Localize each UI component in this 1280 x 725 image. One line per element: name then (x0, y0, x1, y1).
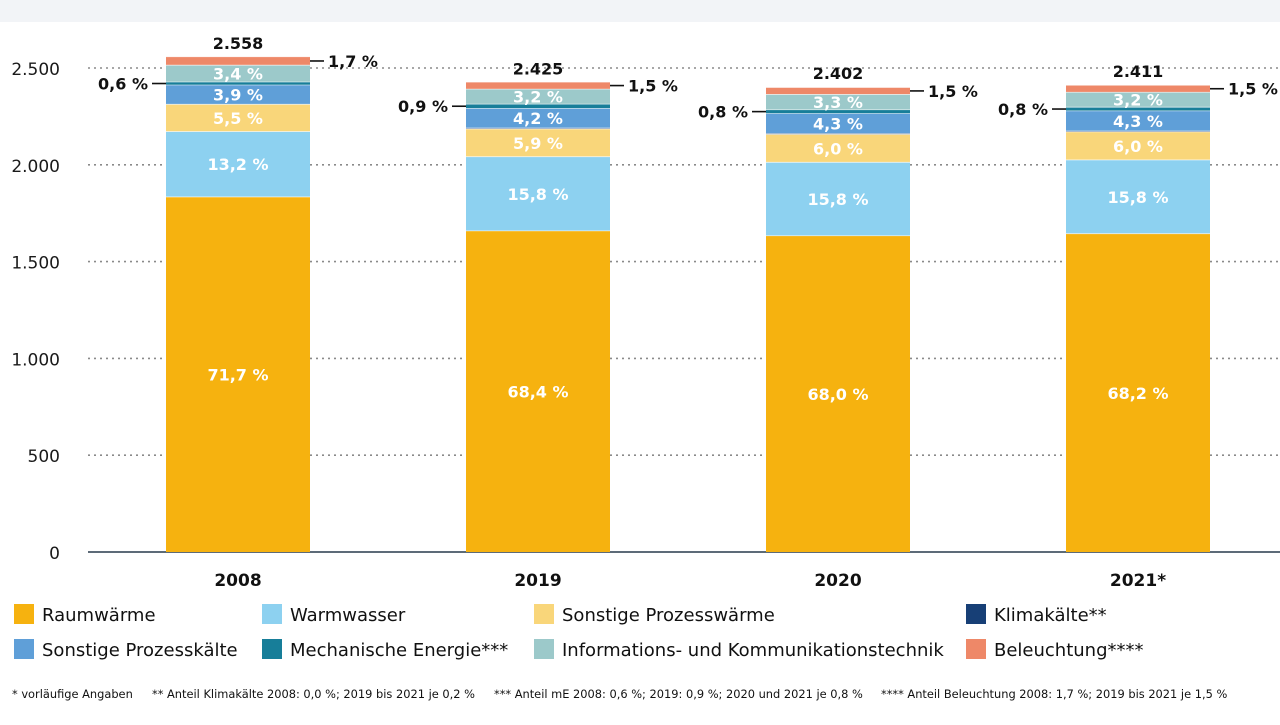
bar-segment (466, 82, 610, 90)
segment-label: 4,3 % (813, 114, 863, 133)
segment-label: 4,3 % (1113, 112, 1163, 131)
legend-swatch (14, 604, 34, 624)
y-tick-label: 500 (28, 447, 60, 467)
bar-segment (166, 196, 310, 552)
y-tick-label: 1.000 (11, 350, 60, 370)
bar-segment (166, 104, 310, 132)
bar-segment (1066, 159, 1210, 234)
legend-swatch (14, 639, 34, 659)
total-label: 2.425 (513, 60, 564, 79)
bar-segment (466, 156, 610, 231)
side-label: 1,5 % (628, 77, 678, 96)
legend-label: Mechanische Energie*** (290, 640, 508, 661)
segment-label: 68,2 % (1107, 384, 1168, 403)
segment-label: 3,2 % (1113, 91, 1163, 110)
total-label: 2.402 (813, 64, 864, 83)
bar-segment (766, 162, 910, 236)
legend-swatch (262, 604, 282, 624)
x-tick-label: 2008 (214, 571, 261, 591)
segment-label: 5,5 % (213, 109, 263, 128)
legend-label: Klimakälte** (994, 605, 1107, 626)
segment-label: 4,2 % (513, 109, 563, 128)
segment-label: 15,8 % (1107, 188, 1168, 207)
footnote: **** Anteil Beleuchtung 2008: 1,7 %; 201… (881, 687, 1227, 701)
bar-segment (466, 104, 610, 109)
legend-swatch (966, 604, 986, 624)
segment-label: 6,0 % (813, 139, 863, 158)
bar-segment (766, 87, 910, 95)
bar-segment (166, 131, 310, 197)
segment-label: 3,3 % (813, 93, 863, 112)
y-tick-label: 0 (49, 544, 60, 564)
segment-label: 3,9 % (213, 86, 263, 105)
y-tick-label: 2.000 (11, 157, 60, 177)
bar-segment (466, 128, 610, 157)
legend-swatch (534, 639, 554, 659)
y-tick-label: 1.500 (11, 254, 60, 274)
total-label: 2.558 (213, 34, 264, 53)
bar-segment (466, 128, 610, 129)
bar-segment (766, 113, 910, 134)
bar-segment (766, 133, 910, 135)
bar-segment (466, 108, 610, 129)
segment-label: 15,8 % (507, 185, 568, 204)
bar-segment (166, 82, 310, 85)
bar-segment (1066, 107, 1210, 111)
segment-label: 5,9 % (513, 134, 563, 153)
side-label: 1,5 % (928, 82, 978, 101)
bar-segment (1066, 233, 1210, 552)
segment-label: 71,7 % (207, 365, 268, 384)
y-tick-label: 2.500 (11, 60, 60, 80)
x-tick-label: 2019 (514, 571, 561, 591)
segment-label: 68,0 % (807, 385, 868, 404)
total-label: 2.411 (1113, 62, 1164, 81)
bar-segment (466, 89, 610, 105)
side-label: 0,8 % (698, 103, 748, 122)
footnote: ** Anteil Klimakälte 2008: 0,0 %; 2019 b… (152, 687, 475, 701)
bar-segment (466, 230, 610, 553)
x-tick-label: 2021* (1110, 571, 1166, 591)
legend-label: Sonstige Prozesswärme (562, 605, 775, 626)
bar-segment (766, 94, 910, 110)
bar-segment (1066, 85, 1210, 93)
footnote: *** Anteil mE 2008: 0,6 %; 2019: 0,9 %; … (494, 687, 863, 701)
side-label: 0,8 % (998, 100, 1048, 119)
legend-label: Beleuchtung**** (994, 640, 1144, 661)
segment-label: 13,2 % (207, 155, 268, 174)
legend-label: Sonstige Prozesskälte (42, 640, 238, 661)
legend-label: Warmwasser (290, 605, 406, 626)
bar-segment (166, 56, 310, 66)
side-label: 0,9 % (398, 97, 448, 116)
bar-segment (166, 84, 310, 105)
side-label: 1,5 % (1228, 80, 1278, 99)
bar-segment (1066, 131, 1210, 160)
footnote: * vorläufige Angaben (12, 687, 133, 701)
legend-label: Informations- und Kommunikationstechnik (562, 640, 944, 661)
segment-label: 68,4 % (507, 382, 568, 401)
legend-swatch (262, 639, 282, 659)
bar-segment (766, 134, 910, 163)
bar-segment (1066, 92, 1210, 108)
segment-label: 6,0 % (1113, 137, 1163, 156)
bar-segment (166, 65, 310, 83)
segment-label: 3,4 % (213, 65, 263, 84)
side-label: 0,6 % (98, 75, 148, 94)
segment-label: 3,2 % (513, 88, 563, 107)
segment-label: 15,8 % (807, 190, 868, 209)
x-tick-label: 2020 (814, 571, 861, 591)
bar-segment (1066, 130, 1210, 132)
legend-swatch (534, 604, 554, 624)
bar-segment (1066, 110, 1210, 131)
bar-segment (766, 109, 910, 114)
legend-swatch (966, 639, 986, 659)
side-label: 1,7 % (328, 52, 378, 71)
bar-segment (766, 235, 910, 553)
legend-label: Raumwärme (42, 605, 156, 626)
top-band (0, 0, 1280, 22)
